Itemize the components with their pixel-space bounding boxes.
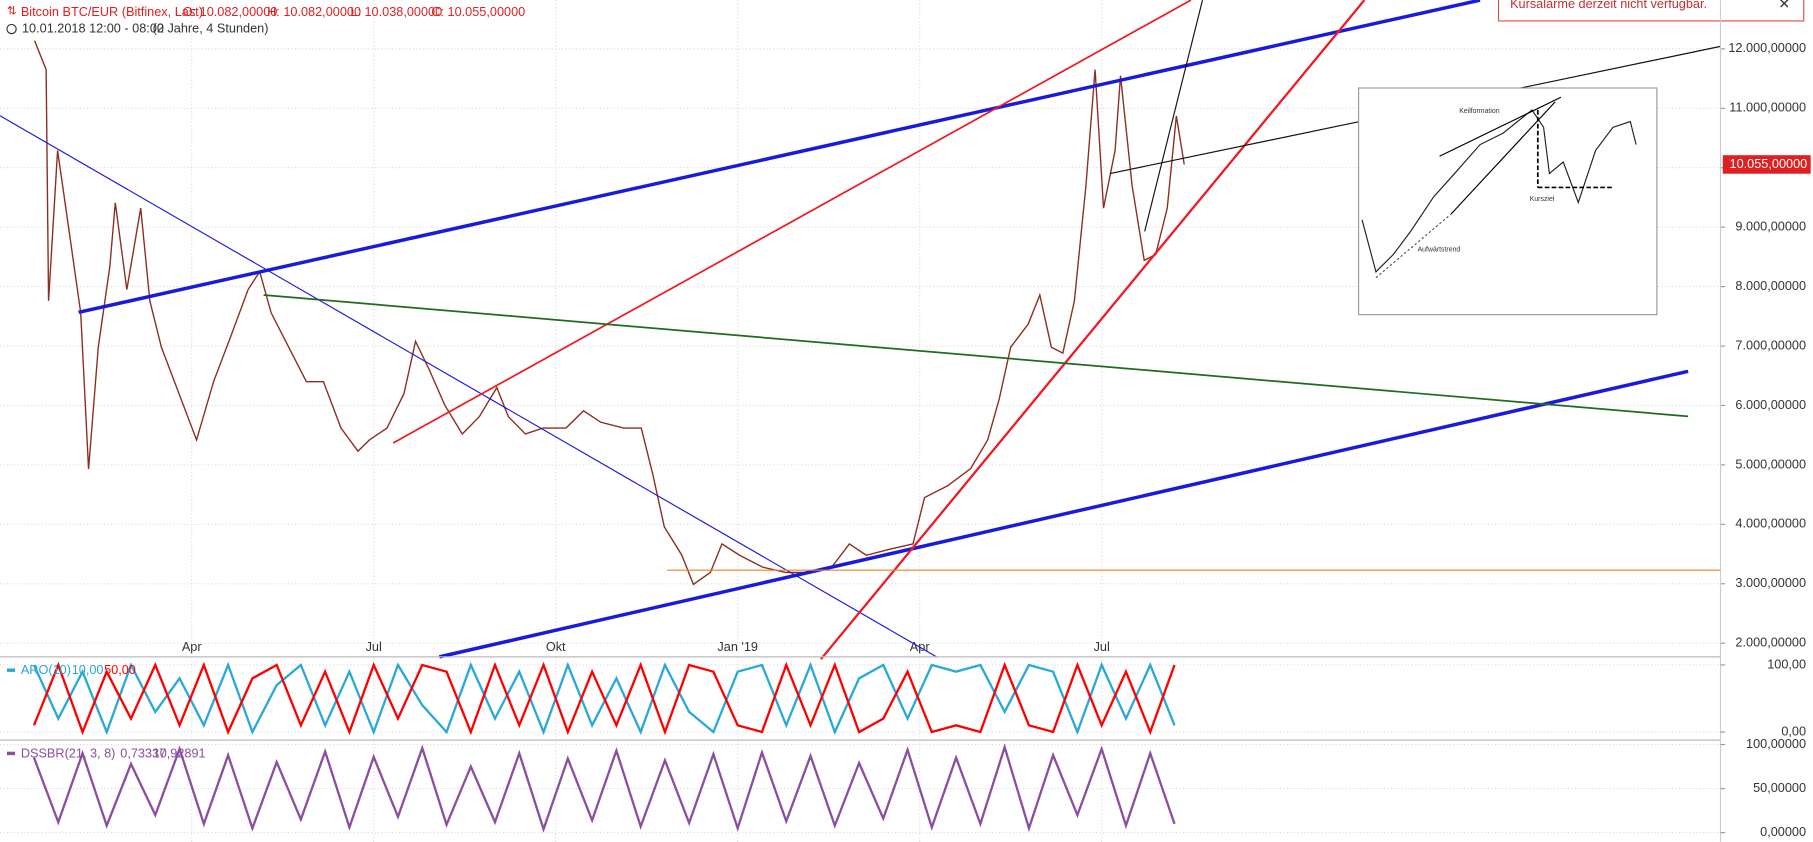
y-tick-label: 8.000,00000 [1735,278,1806,293]
y-tick-label: 6.000,00000 [1735,397,1806,412]
close-button[interactable]: ✕ [1778,0,1790,11]
legend-swatch [6,751,16,756]
indicator-title: DSSBR(21, 3, 8) [21,745,116,760]
x-tick-label: Apr [182,639,203,654]
time-range: 10.01.2018 12:00 - 08:00 [22,20,164,35]
y-tick-label: 100,00000 [1746,736,1806,751]
symbol-icon: ⇅ [7,6,17,18]
period: (2 Jahre, 4 Stunden) [153,20,269,35]
indicator-title: ARO(10) [21,662,71,677]
inset-frame [1358,87,1658,316]
legend-swatch [6,668,16,672]
inset-label: Keilformation [1459,108,1500,115]
y-tick-label: 11.000,00000 [1729,100,1806,115]
data-line [32,661,1176,736]
data-line [33,40,1185,586]
ohlc-close: C: 10.055,00000 [431,4,525,19]
x-tick-label: Jul [1094,639,1110,654]
trend-line [0,115,937,658]
y-tick-label: 4.000,00000 [1735,516,1806,531]
inset-label: Aufwärtstrend [1418,247,1461,254]
y-tick-label: 7.000,00000 [1735,337,1806,352]
y-tick-label: 0,00 [1781,723,1806,738]
trend-line [392,0,1192,444]
panel-2: 0,00000 50,00000 100,00000 DSSBR(21, 3, 8) 0… [0,736,1806,839]
ohlc-low: L: 10.038,00000 [350,4,442,19]
last-price-box [1722,155,1811,174]
ohlc-open: O: 10.082,00000 [183,4,278,19]
inset-line [1439,96,1562,157]
clock-icon [6,23,17,35]
y-tick-label: 9.000,00000 [1735,219,1806,234]
y-tick-label: 3.000,00000 [1735,575,1806,590]
trend-line [1144,0,1204,232]
notification: Kursalarme derzeit nicht verfügbar. ✕ [1497,0,1805,22]
y-tick-label: 100,00 [1767,656,1806,671]
trend-line [78,0,1481,315]
indicator-value: 10,00 [72,662,104,677]
y-tick-label: 12.000,00000 [1728,40,1806,55]
trend-line [820,0,1366,660]
inset-label: Kursziel [1530,196,1555,203]
data-line [32,661,1176,736]
indicator-value: 10,92891 [153,745,206,760]
panel-1: 0,00 100,00 ARO(10) 10,00 50,00 [0,656,1806,738]
trend-line [438,369,1689,659]
instrument-title: Bitcoin BTC/EUR (Bitfinex, Last) [21,4,203,19]
x-tick-label: Jan '19 [717,639,758,654]
y-tick-label: 5.000,00000 [1735,456,1806,471]
notification-box [1497,0,1805,22]
trend-line [263,294,1689,418]
ohlc-high: H: 10.082,00000 [267,4,361,19]
data-line [32,743,1176,833]
indicator-value: 0,73337 [120,745,166,760]
indicator-value: 50,00 [104,662,136,677]
notification-text: Kursalarme derzeit nicht verfügbar. [1510,0,1707,11]
price-panel [0,0,1721,660]
x-tick-label: Jul [366,639,382,654]
y-tick-label: 50,00000 [1753,780,1806,795]
last-price-label: 10.055,00000 [1730,156,1808,171]
inset-price [1361,109,1637,273]
x-tick-label: Okt [546,639,566,654]
y-tick-label: 0,00000 [1760,824,1806,839]
y-tick-label: 2.000,00000 [1735,635,1806,650]
inset-image: Keilformation Kursziel Aufwärtstrend [1358,87,1658,316]
